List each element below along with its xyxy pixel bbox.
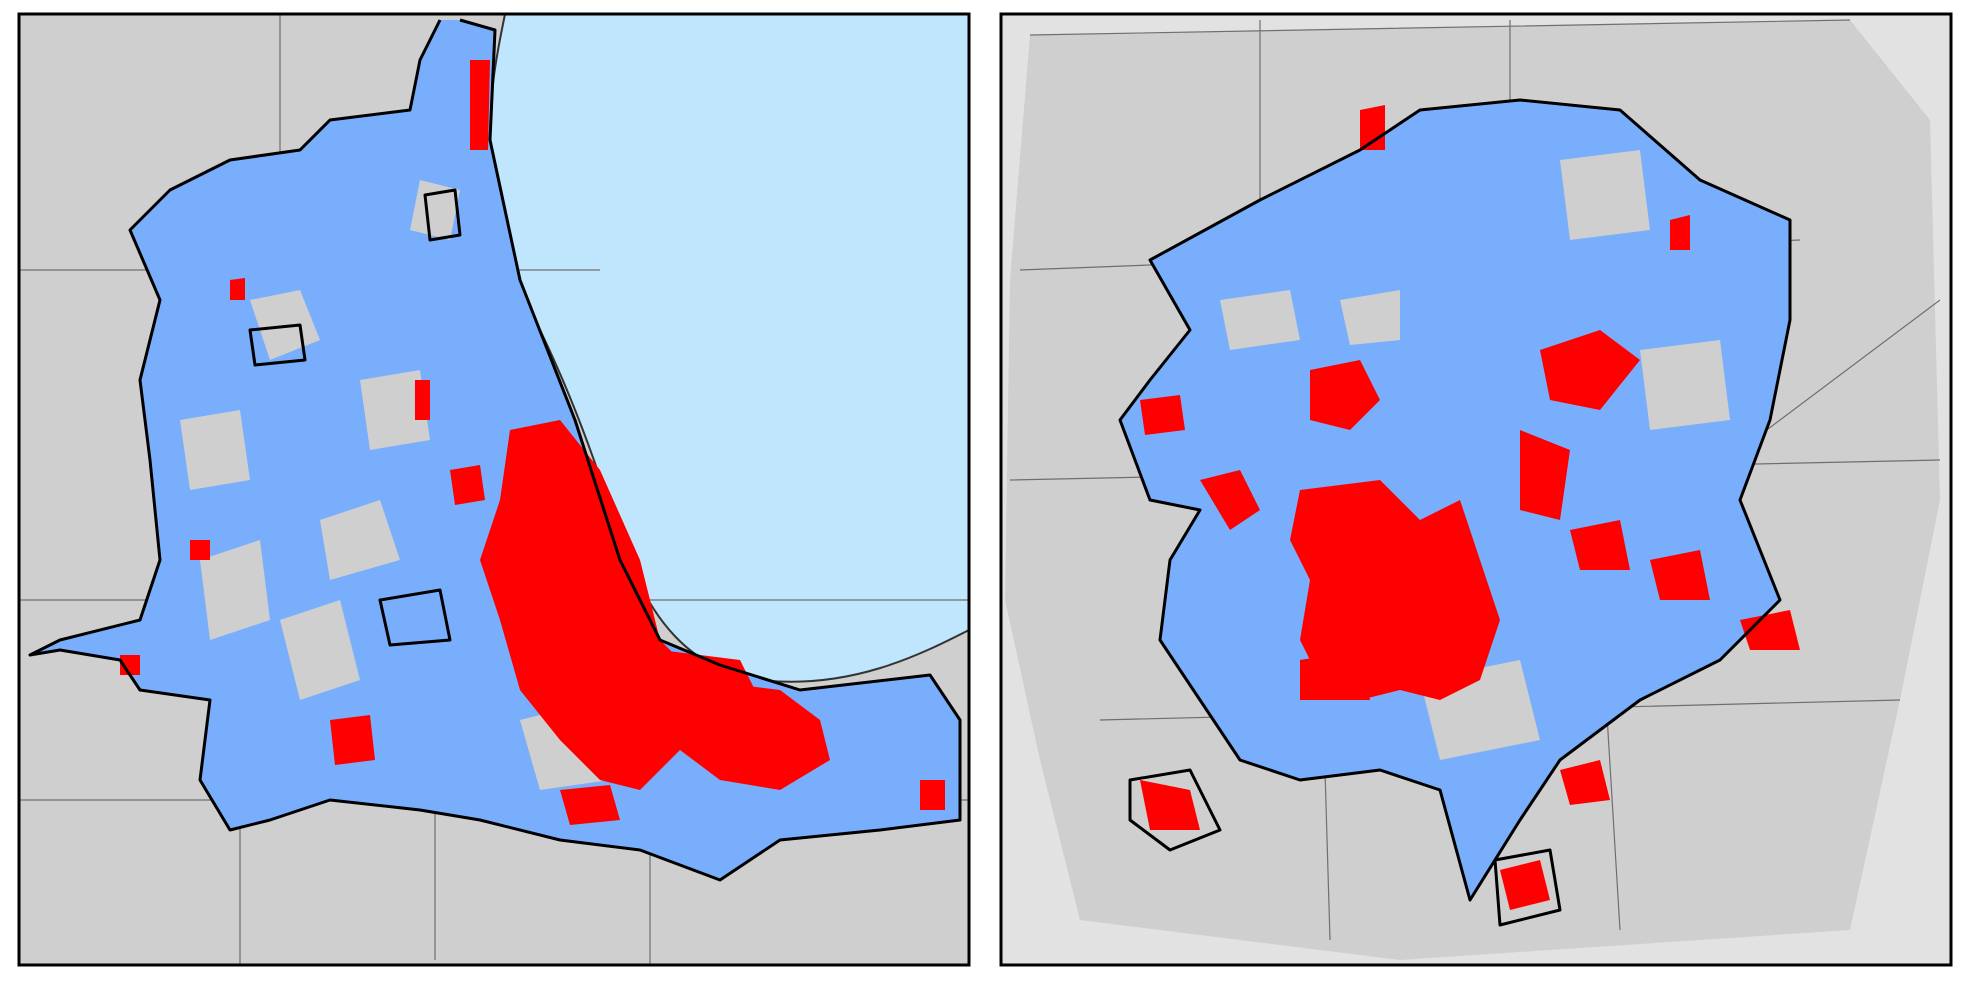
metro-area [30,20,960,880]
metro-holes [248,188,462,647]
metro-boundary [1118,98,1792,927]
right-frame [999,12,1953,967]
gray-tracts [180,180,610,790]
metro-boundary [28,18,962,882]
red-tracts [120,60,945,825]
red-tracts [1140,105,1800,910]
right-map [1001,14,1951,965]
left-frame [17,12,971,967]
left-map [19,14,969,965]
